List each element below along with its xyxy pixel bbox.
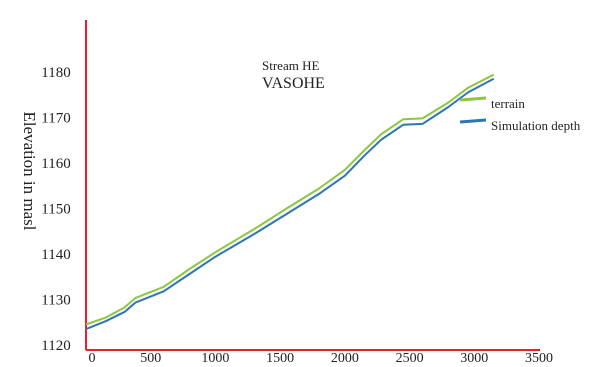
x-tick-labels: 0 500 1000 1500 2000 2500 3000 3500 — [89, 351, 554, 366]
legend-swatch — [459, 96, 487, 102]
y-axis-label: Elevation in masl — [20, 112, 39, 231]
legend-swatch — [459, 118, 487, 124]
y-tick-label: 1170 — [41, 111, 70, 127]
x-tick-label: 0 — [89, 351, 96, 366]
chart-subtitle: VASOHE — [262, 75, 325, 92]
y-tick-label: 1180 — [41, 65, 70, 81]
y-tick-label: 1150 — [41, 202, 70, 218]
y-tick-labels: 1120 1130 1140 1150 1160 1170 1180 — [41, 65, 70, 354]
legend: terrain Simulation depth — [459, 96, 581, 133]
y-tick-label: 1130 — [41, 293, 70, 309]
x-tick-label: 2500 — [396, 351, 424, 366]
series-line-simulation-depth — [85, 77, 495, 331]
x-tick-label: 3000 — [460, 351, 488, 366]
x-tick-label: 1500 — [266, 351, 294, 366]
y-tick-label: 1140 — [41, 247, 70, 263]
x-tick-label: 2000 — [331, 351, 359, 366]
y-tick-label: 1120 — [41, 338, 70, 354]
legend-label: Simulation depth — [491, 118, 581, 133]
x-tick-label: 3500 — [525, 351, 553, 366]
x-tick-label: 1000 — [201, 351, 229, 366]
x-tick-label: 500 — [140, 351, 161, 366]
legend-label: terrain — [491, 96, 525, 111]
series-lines — [85, 73, 495, 331]
chart-title: Stream HE — [262, 58, 319, 73]
axes — [85, 20, 540, 351]
y-tick-label: 1160 — [41, 156, 70, 172]
series-line-terrain — [85, 73, 495, 326]
